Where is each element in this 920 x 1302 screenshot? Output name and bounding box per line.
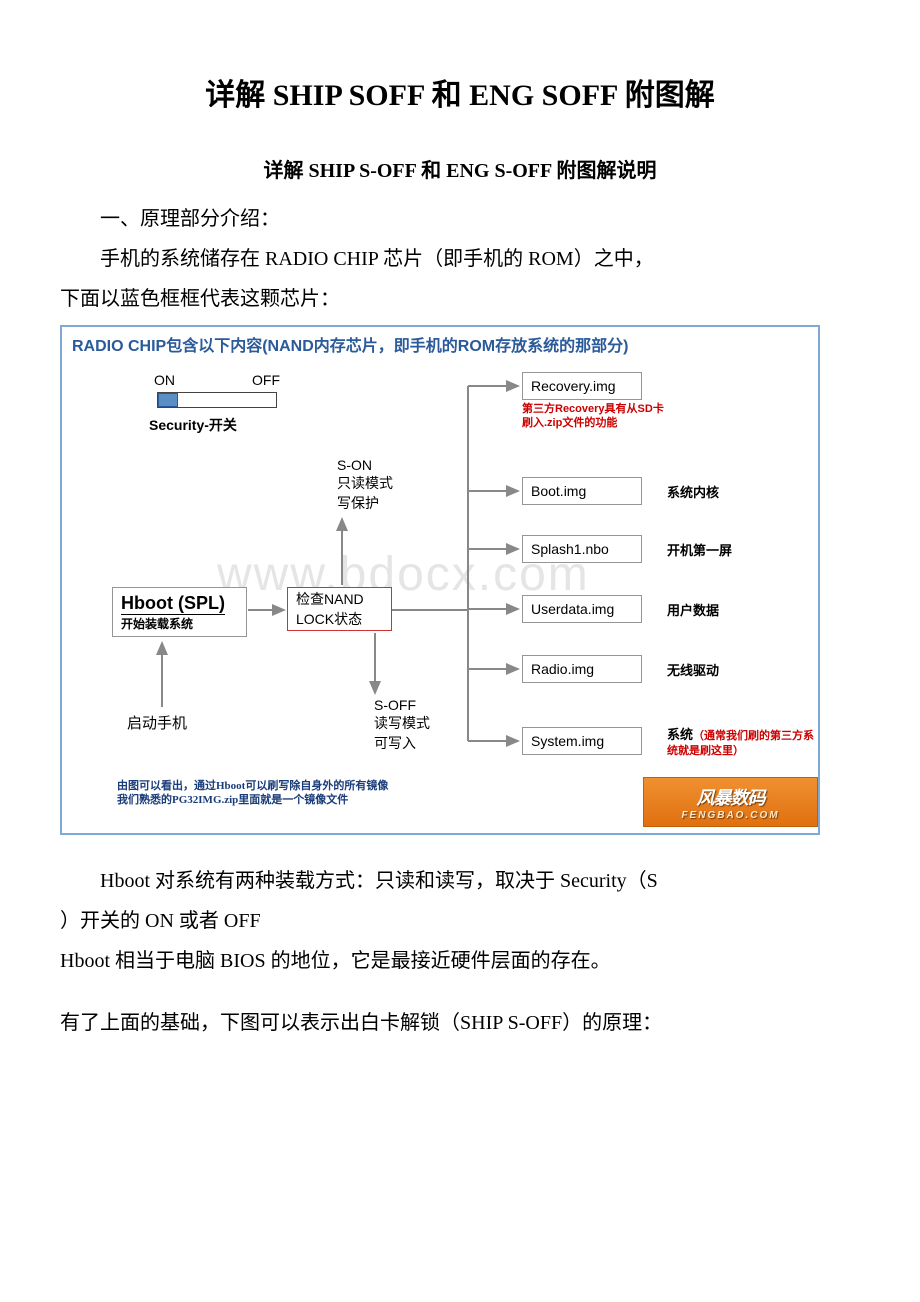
- img-box-system-img: System.img: [522, 727, 642, 755]
- nand-check-box: 检查NAND LOCK状态: [287, 587, 392, 631]
- after-p1-l2: ）开关的 ON 或者 OFF: [60, 905, 860, 937]
- img-box-recovery-img: Recovery.img: [522, 372, 642, 400]
- side-label: 系统内核: [667, 482, 719, 501]
- after-p1-l1: Hboot 对系统有两种装载方式：只读和读写，取决于 Security（S: [60, 865, 860, 897]
- subtitle: 详解 SHIP S-OFF 和 ENG S-OFF 附图解说明: [60, 154, 860, 183]
- after-p2: Hboot 相当于电脑 BIOS 的地位，它是最接近硬件层面的存在。: [60, 945, 860, 977]
- diagram-footnote: 由图可以看出，通过Hboot可以刷写除自身外的所有镜像 我们熟悉的PG32IMG…: [117, 779, 388, 808]
- intro-line2: 下面以蓝色框框代表这颗芯片：: [60, 283, 860, 315]
- img-box-splash1-nbo: Splash1.nbo: [522, 535, 642, 563]
- section-heading: 一、原理部分介绍：: [60, 203, 860, 235]
- intro-line1: 手机的系统储存在 RADIO CHIP 芯片（即手机的 ROM）之中，: [60, 243, 860, 275]
- after-p3: 有了上面的基础，下图可以表示出白卡解锁（SHIP S-OFF）的原理：: [60, 1007, 860, 1039]
- boot-phone-label: 启动手机: [127, 712, 187, 733]
- soff-block: S-OFF 读写模式 可写入: [374, 697, 430, 753]
- on-label: ON: [154, 372, 175, 388]
- side-label: 无线驱动: [667, 660, 719, 679]
- img-box-radio-img: Radio.img: [522, 655, 642, 683]
- side-red-label: 第三方Recovery具有从SD卡刷入.zip文件的功能: [522, 402, 672, 431]
- security-switch-on: [158, 393, 178, 407]
- img-box-boot-img: Boot.img: [522, 477, 642, 505]
- side-label: 开机第一屏: [667, 540, 732, 559]
- radio-chip-diagram: RADIO CHIP包含以下内容(NAND内存芯片，即手机的ROM存放系统的那部…: [60, 325, 820, 835]
- main-title: 详解 SHIP SOFF 和 ENG SOFF 附图解: [60, 70, 860, 114]
- hboot-box: Hboot (SPL) 开始装载系统: [112, 587, 247, 637]
- off-label: OFF: [252, 372, 280, 388]
- img-box-userdata-img: Userdata.img: [522, 595, 642, 623]
- side-red-label: 系统（通常我们刷的第三方系统就是刷这里）: [667, 727, 817, 758]
- security-label: Security-开关: [149, 415, 237, 435]
- side-label: 用户数据: [667, 600, 719, 619]
- fengbao-badge: 风暴数码 FENGBAO.COM: [643, 777, 818, 827]
- son-block: S-ON 只读模式 写保护: [337, 457, 393, 513]
- diagram-title: RADIO CHIP包含以下内容(NAND内存芯片，即手机的ROM存放系统的那部…: [72, 332, 628, 356]
